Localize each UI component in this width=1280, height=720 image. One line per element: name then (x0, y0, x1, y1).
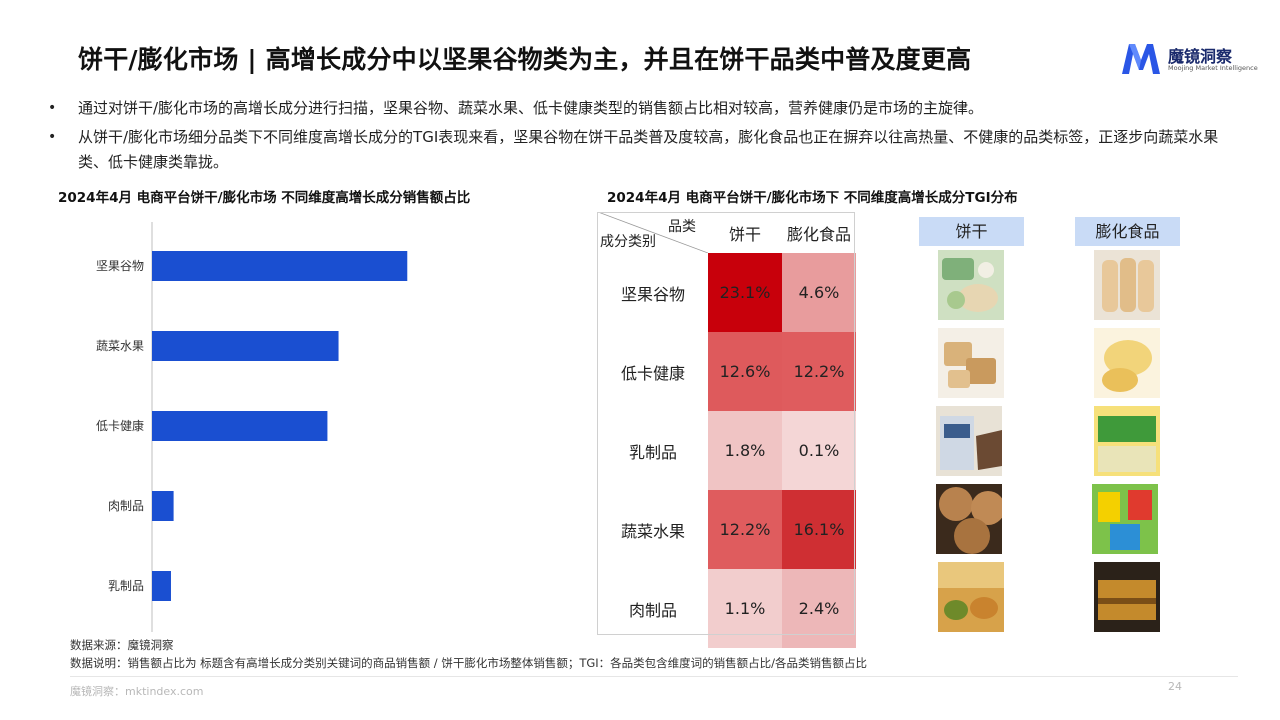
bar-chart-title: 2024年4月 电商平台饼干/膨化市场 不同维度高增长成分销售额占比 (58, 190, 471, 206)
product-image-puffed-lowcal (1094, 328, 1160, 398)
category-label: 乳制品 (108, 579, 144, 593)
bar (152, 571, 171, 601)
bar (152, 331, 339, 361)
product-image-puffed-meat (1094, 562, 1160, 632)
logo-subtitle: Moojing Market Intelligence (1168, 64, 1258, 72)
tgi-cell: 1.1% (708, 569, 782, 648)
table-corner-cell: 品类 成分类别 (598, 212, 708, 253)
product-image-puffed-dairy (1094, 406, 1160, 476)
product-image-biscuit-dairy (936, 406, 1002, 476)
bullet-text: 通过对饼干/膨化市场的高增长成分进行扫描，坚果谷物、蔬菜水果、低卡健康类型的销售… (78, 99, 984, 117)
corner-label-ingredient: 成分类别 (600, 234, 656, 250)
table-row: 肉制品 1.1% 2.4% (598, 569, 856, 648)
product-image-biscuit-veg (936, 484, 1002, 554)
tgi-cell: 12.2% (782, 332, 856, 411)
row-label: 坚果谷物 (598, 253, 708, 332)
product-image-puffed-nut (1094, 250, 1160, 320)
logo-brand-text: 魔镜洞察 (1168, 47, 1233, 66)
tgi-cell: 1.8% (708, 411, 782, 490)
product-column-header-puffed: 膨化食品 (1075, 217, 1180, 246)
table-row: 坚果谷物 23.1% 4.6% (598, 253, 856, 332)
row-label: 肉制品 (598, 569, 708, 648)
corner-label-category: 品类 (668, 219, 696, 235)
tgi-cell: 0.1% (782, 411, 856, 490)
moojing-logo-icon (1122, 44, 1160, 74)
table-row: 蔬菜水果 12.2% 16.1% (598, 490, 856, 569)
diagonal-divider (598, 212, 708, 253)
category-label: 肉制品 (108, 499, 144, 513)
row-label: 低卡健康 (598, 332, 708, 411)
data-source: 数据来源：魔镜洞察 (70, 638, 174, 652)
bar (152, 491, 174, 521)
tgi-cell: 4.6% (782, 253, 856, 332)
bullet-item: • 从饼干/膨化市场细分品类下不同维度高增长成分的TGI表现来看，坚果谷物在饼干… (0, 125, 1280, 177)
bullet-text: 从饼干/膨化市场细分品类下不同维度高增长成分的TGI表现来看，坚果谷物在饼干品类… (78, 128, 1219, 171)
table-header-row: 品类 成分类别 饼干 膨化食品 (598, 212, 856, 253)
bullet-symbol: • (48, 129, 57, 145)
data-note: 数据说明：销售额占比为 标题含有高增长成分类别关键词的商品销售额 / 饼干膨化市… (70, 656, 868, 670)
row-label: 蔬菜水果 (598, 490, 708, 569)
bar (152, 251, 408, 281)
tgi-table-title: 2024年4月 电商平台饼干/膨化市场下 不同维度高增长成分TGI分布 (607, 190, 1018, 206)
product-image-puffed-veg (1092, 484, 1158, 554)
table-row: 低卡健康 12.6% 12.2% (598, 332, 856, 411)
category-label: 坚果谷物 (96, 259, 144, 273)
page-title: 饼干/膨化市场 | 高增长成分中以坚果谷物类为主，并且在饼干品类中普及度更高 (78, 45, 972, 74)
product-image-biscuit-cracker (938, 328, 1004, 398)
tgi-cell: 2.4% (782, 569, 856, 648)
tgi-table: 品类 成分类别 饼干 膨化食品 坚果谷物 23.1% 4.6% 低卡健康 12.… (598, 212, 856, 648)
product-column-header-biscuit: 饼干 (919, 217, 1024, 246)
tgi-cell: 16.1% (782, 490, 856, 569)
bullet-symbol: • (48, 100, 57, 116)
row-label: 乳制品 (598, 411, 708, 490)
bar (152, 411, 328, 441)
product-image-biscuit-meat (938, 562, 1004, 632)
bullet-item: • 通过对饼干/膨化市场的高增长成分进行扫描，坚果谷物、蔬菜水果、低卡健康类型的… (0, 96, 1280, 122)
category-label: 低卡健康 (96, 418, 144, 433)
tgi-cell: 12.2% (708, 490, 782, 569)
tgi-cell: 23.1% (708, 253, 782, 332)
table-row: 乳制品 1.8% 0.1% (598, 411, 856, 490)
tgi-cell: 12.6% (708, 332, 782, 411)
column-header: 饼干 (728, 224, 761, 244)
footer-divider (70, 676, 1238, 677)
category-label: 蔬菜水果 (96, 339, 144, 353)
brand-logo: 魔镜洞察 Moojing Market Intelligence (1120, 40, 1258, 80)
column-header: 膨化食品 (786, 224, 851, 244)
footer-site: 魔镜洞察：mktindex.com (70, 685, 204, 698)
page-number: 24 (1168, 680, 1182, 693)
product-image-biscuit-nut (938, 250, 1004, 320)
